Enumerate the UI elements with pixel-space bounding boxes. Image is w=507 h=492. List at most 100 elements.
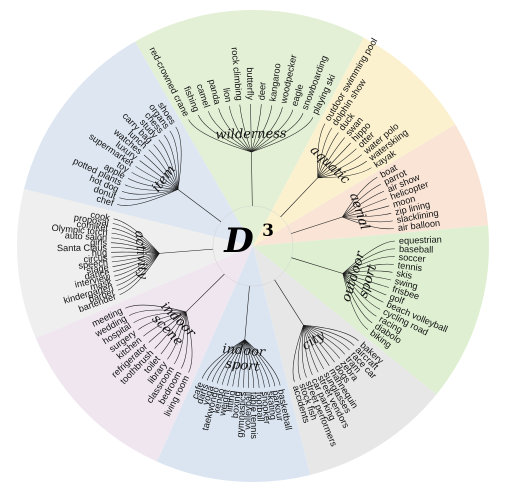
leaf-branch <box>317 127 333 178</box>
leaf-branch <box>111 251 160 254</box>
leaf-branch <box>211 339 245 383</box>
leaf-branch <box>185 311 193 373</box>
leaf-branch <box>117 189 179 206</box>
leaf-branch <box>342 273 377 317</box>
leaf-branch <box>227 339 246 386</box>
leaf-branch <box>342 273 373 324</box>
leaf-branch <box>206 339 245 381</box>
leaf-branch <box>169 130 179 190</box>
sector-city <box>253 246 437 475</box>
leaf-branch <box>303 325 350 351</box>
leaf-branch <box>154 311 187 349</box>
center-title: D <box>223 221 254 261</box>
leaf-branch <box>244 339 255 389</box>
leaf-label: comiket <box>76 219 109 233</box>
leaf-branch <box>232 339 246 387</box>
trunk-outdoor-sport <box>291 257 343 274</box>
trunk-city <box>274 279 304 326</box>
leaf-branch <box>121 189 178 195</box>
leaf-branch <box>243 339 246 388</box>
sector-indoor-sport <box>157 246 311 483</box>
leaf-branch <box>342 273 369 330</box>
leaf-branch <box>342 256 395 274</box>
leaf-branch <box>124 184 178 191</box>
leaf-branch <box>303 325 319 373</box>
category-label-line: sport <box>225 356 261 374</box>
leaf-label: girls <box>90 237 107 247</box>
leaf-label: auto salon <box>65 230 108 242</box>
leaf-branch <box>112 228 160 254</box>
leaf-branch <box>317 160 367 179</box>
leaf-branch <box>133 311 187 324</box>
leaf-branch <box>317 142 351 178</box>
leaf-branch <box>139 160 179 190</box>
leaf-branch <box>244 339 270 388</box>
leaf-branch <box>301 325 307 378</box>
trunk-indoor-scene <box>185 273 225 313</box>
leaf-branch <box>114 253 160 277</box>
leaf-label: volleyball <box>242 392 253 430</box>
leaf-branch <box>342 205 390 218</box>
category-label-activity: activity <box>132 230 151 280</box>
trunk-wilderness <box>251 151 253 207</box>
hub-ring <box>212 205 294 287</box>
leaf-branch <box>251 117 314 153</box>
leaf-branch <box>112 223 160 254</box>
center-title-superscript: 3 <box>262 221 274 241</box>
leaf-branch <box>148 311 187 343</box>
leaf-branch <box>342 240 395 274</box>
leaf-branch <box>148 149 179 190</box>
leaf-branch <box>119 189 178 200</box>
leaf-label: weight <box>217 388 232 417</box>
leaf-label: gymnastics <box>235 391 248 438</box>
leaf-branch <box>163 135 179 190</box>
trunk-aquatic <box>280 177 318 218</box>
leaf-branch <box>244 339 260 388</box>
leaf-branch <box>342 273 384 303</box>
category-sectors <box>17 9 489 483</box>
leaf-branch <box>244 339 249 388</box>
leaf-branch <box>129 309 187 316</box>
leaf-branch <box>317 148 357 179</box>
leaf-label: boxing <box>230 391 243 419</box>
leaf-branch <box>342 216 393 223</box>
leaf-branch <box>297 325 304 380</box>
leaf-branch <box>113 218 160 254</box>
leaf-branch <box>251 105 273 153</box>
leaf-branch <box>111 232 160 254</box>
leaf-branch <box>303 325 330 366</box>
leaf-branch <box>342 273 387 296</box>
leaf-branch <box>153 144 179 190</box>
leaf-branch <box>180 311 188 369</box>
sector-item <box>24 41 253 246</box>
leaf-branch <box>342 273 391 281</box>
trunk-item <box>177 189 222 223</box>
leaf-branch <box>303 325 341 359</box>
leaf-label: circus <box>83 252 108 264</box>
leaf-branch <box>198 114 252 153</box>
leaf-branch <box>342 273 389 288</box>
leaf-label: soccer <box>398 252 426 264</box>
leaf-branch <box>244 339 276 387</box>
leaf-label: baseball <box>399 244 433 255</box>
sector-wilderness <box>135 9 364 246</box>
sector-aquatic <box>253 37 456 246</box>
leaf-branch <box>303 325 335 363</box>
leaf-branch <box>342 273 381 310</box>
leaf-branch <box>131 172 178 190</box>
leaf-branch <box>251 107 283 153</box>
leaf-branch <box>111 237 160 254</box>
leaf-label: lion <box>221 87 233 103</box>
trunk-indoor-sport <box>244 285 250 340</box>
sector-activity <box>17 188 253 339</box>
leaf-branch <box>222 339 246 385</box>
leaf-branch <box>111 253 160 263</box>
leaf-branch <box>342 216 394 230</box>
leaf-branch <box>317 167 372 179</box>
leaf-branch <box>342 270 393 274</box>
trunk-activity <box>159 248 214 254</box>
leaf-branch <box>160 311 187 355</box>
leaf-branch <box>173 311 187 365</box>
leaf-label: parkour <box>271 390 286 422</box>
